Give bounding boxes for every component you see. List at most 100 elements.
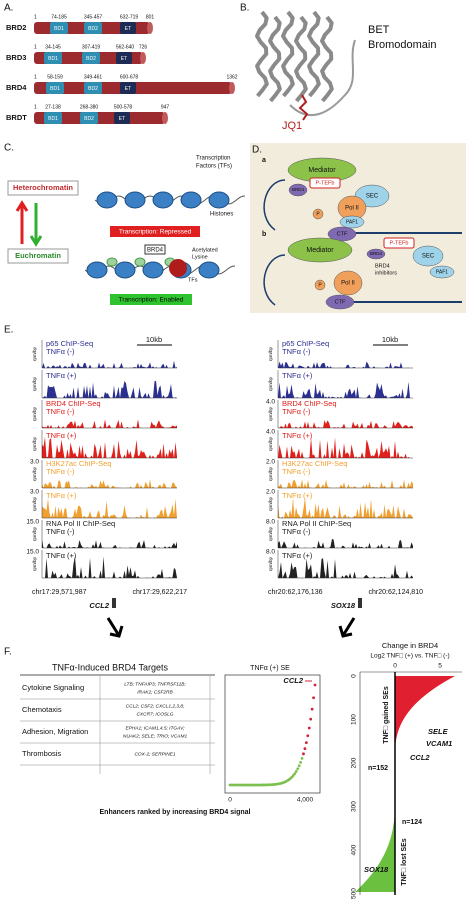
domain-label: BD1 [50,86,60,92]
domain [120,22,136,34]
signal-track [42,360,177,368]
brd4-box [144,244,166,255]
y-tick-label: 100 [351,714,358,725]
track-title: RNA Pol II ChIP-Seq [282,519,351,528]
complex [339,215,365,229]
scale-label: 10kb [146,335,162,344]
nucleosome [198,261,220,279]
residue-range: 27-138 [45,104,61,110]
track-unit: rpm/bp [32,557,37,572]
residue-range: 1 [34,44,37,50]
gene-name: SOX18 [331,601,356,610]
nucleosome [180,191,202,209]
track-condition: TNFα (+) [46,371,77,380]
gene-label: SELE [428,727,449,736]
big-arrow [106,617,124,638]
complex [312,208,324,220]
complex-label: P [316,211,320,217]
category: Chemotaxis [22,705,62,714]
complex-label: Pol II [345,206,359,212]
y-tick-label: 500 [351,888,358,899]
residue-range: 1 [34,14,37,20]
enhancer-dot [300,756,304,760]
track-unit: rpm/bp [268,347,273,362]
scale-label: 10kb [382,335,398,344]
acetyl-mark [106,257,118,267]
domain [82,52,100,64]
track-unit: rpm/bp [268,407,273,422]
structure-title: BET [368,24,390,36]
highlight-label: CCL2 [283,676,303,685]
signal-track [278,479,413,488]
ligand-label: JQ1 [282,120,302,132]
gained-area [395,676,455,756]
x-axis-label: Enhancers ranked by increasing BRD4 sign… [100,809,251,816]
residue-range: 349-461 [84,74,103,80]
track-unit: rpm/bp [268,467,273,482]
track-unit: rpm/bp [32,437,37,452]
residue-range: 1 [34,104,37,110]
domain-label: ET [125,86,131,92]
complex-label: P-TEFb [390,240,409,246]
enhancer-dot [302,752,305,756]
track-condition: TNFα (+) [282,491,313,500]
track-scale: 15.0 [26,519,39,526]
residue-range: 34-145 [45,44,61,50]
signal-track [42,419,177,428]
track-unit: rpm/bp [268,377,273,392]
callout: Histones [210,212,233,218]
enhancer-dot [310,707,314,711]
dna-loop [263,179,286,231]
domain [120,82,136,94]
domain [80,112,98,124]
x-tick-label: 0 [228,797,232,804]
residue-range: 801 [146,14,155,20]
track-condition: TNFα (-) [46,527,75,536]
track-scale: 2.0 [266,459,275,466]
state-box [7,248,69,264]
helix [307,10,321,98]
complex [333,270,363,296]
enhancer-dot [303,747,307,750]
enhancer-dot [309,717,313,721]
track-condition: TNFα (-) [282,527,311,536]
track-condition: TNFα (-) [282,347,311,356]
complex-label: SEC [422,254,435,260]
decorations [7,10,462,895]
protein-bar [34,112,165,124]
track-unit: rpm/bp [268,437,273,452]
track-condition: TNFα (-) [46,407,75,416]
complex-label: inhibitors [375,270,397,276]
signal-track [278,437,413,458]
nucleosome [208,191,230,209]
track-title: BRD4 ChIP-Seq [282,399,337,408]
complex-label: CTF [337,231,348,237]
track-scale: 8.0 [266,519,275,526]
track-title: RNA Pol II ChIP-Seq [46,519,115,528]
domain [84,82,102,94]
coordinate: chr20:62,124,810 [369,589,424,596]
gene-list: CXCR7; ICOSLG [136,711,173,717]
track-unit: rpm/bp [268,557,273,572]
texts: A. B. C. D. E. F. BRD2 BD1 BD2 ET 1 74-185 345-457 63… [4,3,452,899]
gene-label: VCAM1 [426,739,452,748]
plot-title: TNFα (+) SE [250,665,290,672]
nucleosome [142,261,164,279]
table-title: TNFα-Induced BRD4 Targets [52,662,169,672]
helix [268,15,282,103]
complex [429,265,455,279]
arrow-up [15,200,29,244]
domain [46,82,64,94]
subpanel-label: b [262,231,266,238]
signal-track [42,437,177,458]
track-title: p65 ChIP-Seq [282,339,329,348]
ptefb-box [309,177,341,189]
residue-range: 726 [139,44,148,50]
group-count: n=152 [368,765,388,772]
complex-label: PAF1 [346,219,358,225]
nucleosome [96,191,118,209]
residue-range: 307-419 [82,44,101,50]
nucleosome [152,191,174,209]
coordinate: chr17:29,571,987 [32,589,87,596]
